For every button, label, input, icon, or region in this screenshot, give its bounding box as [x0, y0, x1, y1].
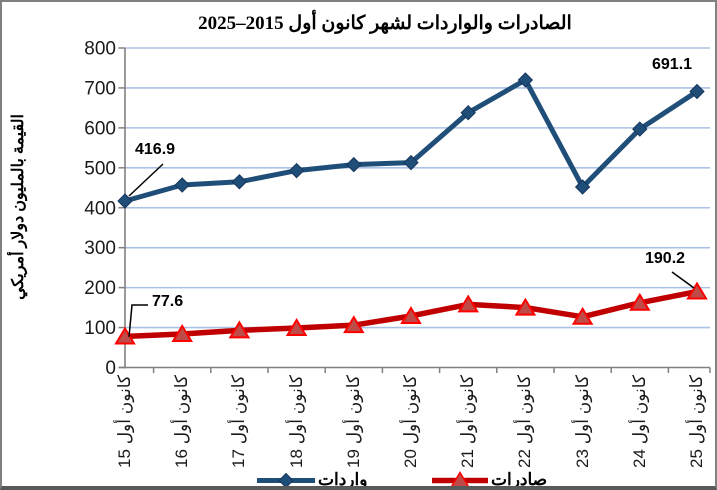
data-point-label: 190.2 [645, 250, 686, 267]
imports-marker-diamond [574, 179, 591, 195]
annotation-leader-line [671, 271, 695, 289]
exports-marker-triangle [571, 306, 594, 325]
x-axis-label: كانون أول 21 [458, 375, 478, 468]
data-point-label: 691.1 [652, 56, 693, 73]
exports-marker-triangle [171, 324, 193, 342]
exports-marker-triangle [629, 292, 651, 311]
data-point-label: 416.9 [135, 141, 176, 158]
annotation-leader-line [128, 304, 148, 338]
y-axis-tick-label: 600 [84, 118, 116, 139]
x-axis-label: كانون أول 19 [343, 375, 363, 468]
x-axis-label: كانون أول 25 [687, 375, 706, 468]
data-point-label: 77.6 [152, 293, 184, 310]
imports-marker-diamond [403, 154, 419, 171]
imports-marker-diamond [689, 83, 705, 100]
chart-title: الصادرات والواردات لشهر كانون أول 2015–2… [198, 13, 572, 34]
x-axis-label: كانون أول 18 [286, 375, 306, 468]
legend-label-exports: صادرات [491, 470, 548, 489]
exports-marker-triangle [686, 281, 708, 300]
imports-marker-diamond [517, 72, 534, 88]
x-axis-label: كانون أول 15 [115, 375, 134, 468]
y-axis-tick-label: 700 [84, 78, 116, 99]
x-axis-label: كانون أول 22 [515, 375, 535, 468]
y-axis-tick-label: 500 [84, 158, 116, 179]
x-axis-label: كانون أول 17 [229, 375, 249, 468]
exports-marker-triangle [400, 306, 422, 324]
y-axis-tick-label: 400 [84, 198, 116, 219]
x-axis-label: كانون أول 23 [572, 375, 592, 468]
exports-marker-triangle [343, 315, 365, 334]
y-axis-tick-label: 200 [84, 278, 116, 299]
exports-marker-triangle [457, 294, 479, 313]
imports-marker-diamond [288, 162, 305, 179]
annotation-leader-line [128, 163, 164, 197]
legend-label-imports: واردات [318, 470, 368, 489]
imports-marker-diamond [117, 193, 133, 209]
x-axis-label: كانون أول 16 [172, 375, 192, 468]
series-line-imports [124, 77, 699, 204]
exports-marker-triangle [514, 297, 537, 316]
y-axis-tick-label: 800 [84, 39, 116, 60]
legend-exports-triangle-icon [451, 471, 469, 486]
imports-marker-diamond [231, 174, 248, 190]
legend-imports-diamond-icon [278, 472, 294, 486]
exports-marker-triangle [285, 318, 308, 336]
imports-marker-diamond [632, 121, 648, 137]
y-axis-tick-label: 0 [105, 358, 116, 379]
y-axis-tick-label: 300 [84, 238, 116, 259]
x-axis-label: كانون أول 24 [629, 375, 649, 468]
imports-marker-diamond [460, 104, 476, 121]
exports-marker-triangle [228, 320, 251, 339]
imports-marker-diamond [174, 177, 190, 193]
y-axis-tick-label: 100 [84, 318, 116, 339]
imports-marker-diamond [346, 156, 362, 173]
x-axis-label: كانون أول 20 [401, 375, 420, 468]
